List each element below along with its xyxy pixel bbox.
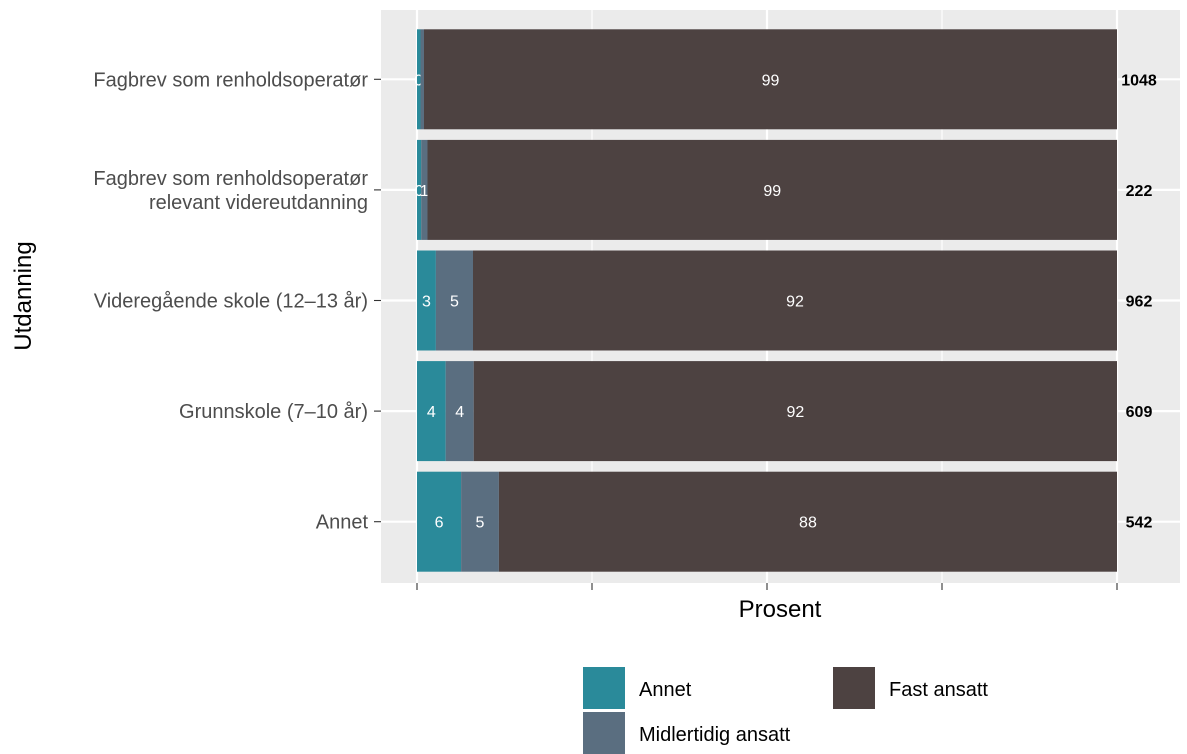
data-label: 6 <box>435 515 444 532</box>
y-tick-label: Videregående skole (12–13 år) <box>94 291 368 313</box>
count-label: 1048 <box>1121 72 1157 89</box>
bar-segment <box>424 29 1117 130</box>
y-axis-title: Utdanning <box>10 241 37 350</box>
count-label: 222 <box>1126 183 1153 200</box>
count-labels: 1048 222 962 609 542 <box>1121 72 1157 531</box>
bar-segment <box>417 471 462 572</box>
count-label: 962 <box>1126 294 1153 311</box>
legend: Annet Fast ansatt Midlertidig ansatt <box>583 667 988 754</box>
y-tick-label: Fagbrev som renholdsoperatør <box>93 168 368 190</box>
count-label: 609 <box>1126 404 1153 421</box>
bar-segment <box>420 29 424 130</box>
legend-label: Fast ansatt <box>889 679 988 701</box>
bar-segment <box>461 471 499 572</box>
legend-swatch <box>583 712 625 754</box>
data-label: 0 <box>414 72 423 89</box>
bar-segment <box>473 250 1117 351</box>
bar-segment <box>417 361 446 462</box>
y-axis: Fagbrev som renholdsoperatør Fagbrev som … <box>93 69 1118 590</box>
count-label: 542 <box>1126 515 1153 532</box>
bar-segment <box>445 361 474 462</box>
data-label: 1 <box>420 183 429 200</box>
bar-segment <box>473 361 1117 462</box>
data-label: 92 <box>786 294 804 311</box>
legend-label: Annet <box>639 679 692 701</box>
y-tick-label: relevant videreutdanning <box>149 192 368 214</box>
bar-segment <box>417 139 422 240</box>
bar-segment <box>421 139 428 240</box>
data-label: 0 <box>415 183 424 200</box>
y-tick-label: Annet <box>316 512 369 534</box>
data-label: 5 <box>476 515 485 532</box>
data-label: 88 <box>799 515 817 532</box>
data-label: 99 <box>763 183 781 200</box>
data-label: 4 <box>455 404 464 421</box>
data-label: 5 <box>450 294 459 311</box>
bar-segment <box>498 471 1117 572</box>
data-label: 92 <box>786 404 804 421</box>
bar-segment <box>417 29 421 130</box>
y-tick-label: Fagbrev som renholdsoperatør <box>93 69 368 91</box>
data-label: 4 <box>427 404 436 421</box>
bar-segment <box>427 139 1117 240</box>
legend-swatch <box>833 667 875 709</box>
bar-segment <box>435 250 473 351</box>
legend-label: Midlertidig ansatt <box>639 724 791 746</box>
y-tick-label: Grunnskole (7–10 år) <box>179 401 368 423</box>
data-label: 99 <box>762 72 780 89</box>
bar-segment <box>417 250 436 351</box>
data-label: 3 <box>422 294 431 311</box>
legend-swatch <box>583 667 625 709</box>
x-axis-title: Prosent <box>739 596 822 623</box>
